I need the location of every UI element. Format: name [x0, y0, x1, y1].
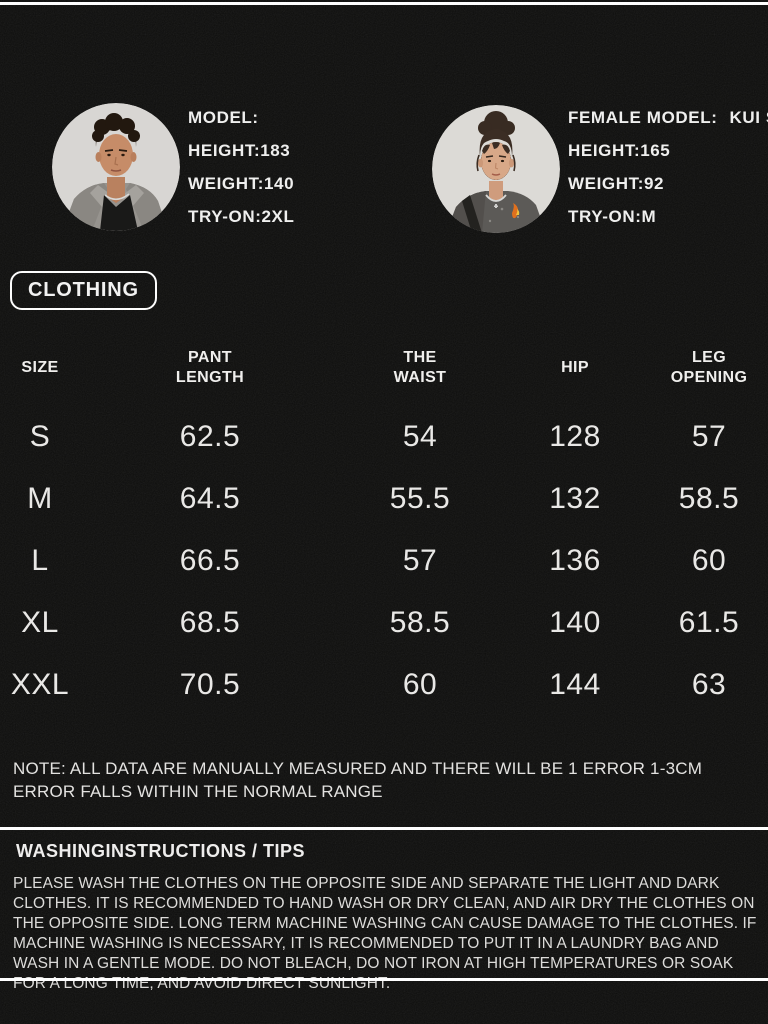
waist-value: 57	[402, 544, 438, 577]
size-label: L	[31, 544, 49, 577]
hip-value: 128	[549, 420, 601, 453]
size-row-xxl: XXL 70.5 60 144 63	[0, 654, 768, 716]
column-header-size: SIZE	[21, 359, 59, 376]
female-model-height: HEIGHT:165	[568, 141, 671, 160]
waist-value: 58.5	[389, 606, 451, 639]
pant-length-value: 66.5	[179, 544, 241, 577]
pant-length-value: 62.5	[179, 420, 241, 453]
male-model-weight: WEIGHT:140	[188, 174, 295, 193]
waist-value: 60	[402, 668, 438, 701]
washing-instructions-body: PLEASE WASH THE CLOTHES ON THE OPPOSITE …	[13, 875, 757, 992]
female-model-title: FEMALE MODEL: KUI SAN	[568, 101, 768, 134]
leg-opening-value: 58.5	[678, 482, 740, 515]
size-label: S	[29, 420, 51, 453]
female-model-photo	[432, 105, 560, 233]
section-divider-bottom	[0, 978, 768, 981]
size-row-m: M 64.5 55.5 132 58.5	[0, 468, 768, 530]
top-border-line	[0, 2, 768, 5]
column-header-the-waist: THE WAIST	[393, 349, 447, 386]
hip-value: 144	[549, 668, 601, 701]
hip-value: 140	[549, 606, 601, 639]
column-header-hip: HIP	[561, 359, 589, 376]
clothing-category-badge: CLOTHING	[10, 271, 157, 310]
male-model-avatar-icon	[52, 103, 180, 231]
size-label: M	[27, 482, 53, 515]
waist-value: 55.5	[389, 482, 451, 515]
female-model-info: FEMALE MODEL: KUI SAN HEIGHT:165 WEIGHT:9…	[568, 101, 768, 233]
male-model-tryon: TRY-ON:2XL	[188, 207, 295, 226]
male-model-height: HEIGHT:183	[188, 141, 291, 160]
pant-length-value: 68.5	[179, 606, 241, 639]
size-label: XL	[21, 606, 59, 639]
hip-value: 136	[549, 544, 601, 577]
female-model-avatar-icon	[432, 105, 560, 233]
female-model-name: KUI SAN	[729, 108, 768, 127]
washing-instructions-heading: WASHINGINSTRUCTIONS / TIPS	[16, 841, 306, 861]
female-model-title-label: FEMALE MODEL:	[568, 108, 718, 127]
column-header-leg-opening: LEG OPENING	[670, 349, 748, 386]
leg-opening-value: 61.5	[678, 606, 740, 639]
leg-opening-value: 63	[691, 668, 727, 701]
male-model-photo	[52, 103, 180, 231]
column-header-pant-length: PANT LENGTH	[175, 349, 245, 386]
male-model-title-label: MODEL:	[188, 108, 259, 127]
size-row-l: L 66.5 57 136 60	[0, 530, 768, 592]
female-model-weight: WEIGHT:92	[568, 174, 665, 193]
size-label: XXL	[10, 668, 70, 701]
pant-length-value: 70.5	[179, 668, 241, 701]
pant-length-value: 64.5	[179, 482, 241, 515]
male-model-title: MODEL:	[188, 101, 294, 134]
size-chart-table: SIZE PANT LENGTH THE WAIST HIP LEG OPENI…	[0, 338, 768, 716]
size-row-s: S 62.5 54 128 57	[0, 406, 768, 468]
male-model-info: MODEL: HEIGHT:183 WEIGHT:140 TRY-ON:2XL	[188, 101, 294, 233]
waist-value: 54	[402, 420, 438, 453]
leg-opening-value: 60	[691, 544, 727, 577]
size-row-xl: XL 68.5 58.5 140 61.5	[0, 592, 768, 654]
measurement-note: NOTE: ALL DATA ARE MANUALLY MEASURED AND…	[13, 759, 703, 801]
size-chart-header-row: SIZE PANT LENGTH THE WAIST HIP LEG OPENI…	[0, 338, 768, 398]
section-divider-top	[0, 827, 768, 830]
leg-opening-value: 57	[691, 420, 727, 453]
hip-value: 132	[549, 482, 601, 515]
female-model-tryon: TRY-ON:M	[568, 207, 657, 226]
